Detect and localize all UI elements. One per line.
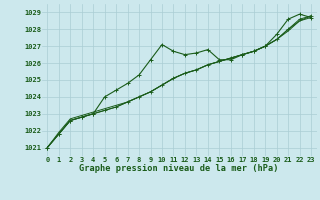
X-axis label: Graphe pression niveau de la mer (hPa): Graphe pression niveau de la mer (hPa) (79, 164, 279, 173)
